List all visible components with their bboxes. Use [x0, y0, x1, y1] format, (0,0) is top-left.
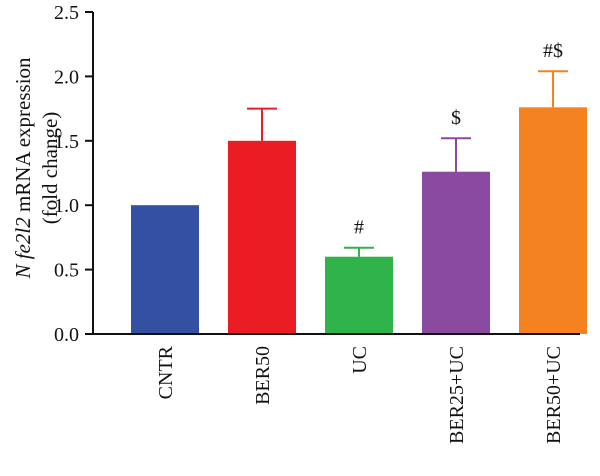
- bar-ber50: [228, 140, 296, 334]
- y-tick-label: 0.5: [54, 260, 79, 282]
- y-tick-label: 1.0: [54, 195, 79, 217]
- y-axis-title: N fe2l2 mRNA expression (fold change): [11, 57, 62, 280]
- bar-uc: [325, 256, 393, 334]
- bar-ber50-uc: [519, 107, 587, 334]
- x-tick-labels: CNTR BER50 UC BER25+UC BER50+UC: [155, 345, 565, 444]
- bar-ber25-uc: [422, 171, 490, 334]
- y-axis-title-line2: (fold change): [38, 112, 62, 225]
- x-tick-label: CNTR: [155, 345, 177, 399]
- x-tick-label: UC: [349, 346, 371, 374]
- axes: [92, 12, 580, 335]
- annotations: #$#$: [354, 40, 563, 238]
- y-tick-label: 2.5: [54, 2, 79, 24]
- y-axis-title-line1: N fe2l2 mRNA expression: [11, 57, 35, 280]
- y-tick-label: 1.5: [54, 131, 79, 153]
- bar-cntr: [131, 205, 199, 334]
- significance-annotation: $: [451, 107, 461, 129]
- y-ticks: 0.0 0.5 1.0 1.5 2.0 2.5: [54, 2, 93, 346]
- y-axis-title-rest: mRNA expression: [11, 57, 35, 217]
- gene-name: N fe2l2: [11, 217, 35, 280]
- significance-annotation: #: [354, 217, 364, 239]
- bars: [131, 107, 587, 334]
- x-tick-label: BER50+UC: [543, 346, 565, 444]
- significance-annotation: #$: [543, 40, 563, 62]
- y-tick-label: 0.0: [54, 324, 79, 346]
- y-tick-label: 2.0: [54, 66, 79, 88]
- error-bars: [247, 70, 568, 257]
- x-tick-label: BER50: [252, 346, 274, 405]
- x-tick-label: BER25+UC: [446, 346, 468, 444]
